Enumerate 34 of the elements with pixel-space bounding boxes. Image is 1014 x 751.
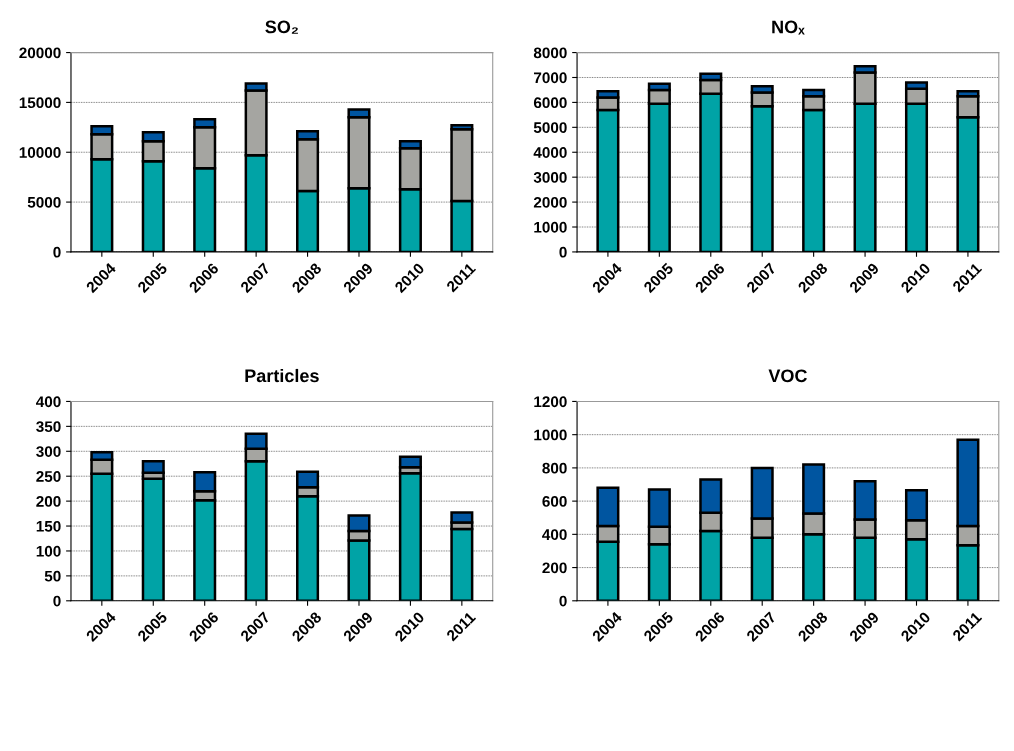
chart-title: SO₂: [265, 20, 298, 34]
y-tick-label: 8000: [533, 47, 567, 59]
y-tick-label: 6000: [533, 97, 567, 109]
y-tick-label: 0: [559, 595, 567, 607]
y-tick-label: 4000: [533, 147, 567, 158]
y-tick-label: 5000: [533, 122, 567, 134]
y-tick-label: 7000: [534, 72, 567, 84]
y-tick-label: 1000: [534, 429, 567, 441]
y-tick-label: 200: [36, 495, 61, 507]
chart-title: VOC: [768, 369, 807, 383]
chart-title: NOₓ: [772, 20, 805, 35]
y-tick-label: 2000: [533, 196, 567, 208]
y-tick-label: 20000: [19, 47, 61, 59]
y-tick-label: 400: [36, 396, 61, 408]
y-tick-label: 0: [53, 246, 61, 258]
y-tick-label: 100: [36, 545, 61, 557]
y-tick-label: 3000: [533, 172, 567, 183]
y-tick-label: 1200: [534, 396, 567, 408]
y-tick-label: 15000: [19, 97, 61, 109]
y-tick-label: 250: [36, 471, 61, 482]
y-tick-label: 350: [36, 421, 61, 433]
y-tick-label: 150: [36, 520, 61, 532]
chart-title: Particles: [245, 368, 319, 383]
y-tick-label: 800: [542, 462, 567, 474]
y-tick-label: 10000: [19, 147, 61, 158]
y-tick-label: 0: [53, 595, 61, 607]
y-tick-label: 300: [36, 446, 61, 457]
y-tick-label: 200: [542, 562, 567, 574]
y-tick-label: 0: [559, 246, 567, 258]
y-tick-label: 50: [44, 570, 61, 582]
y-tick-label: 600: [542, 495, 567, 507]
y-tick-label: 5000: [27, 196, 61, 208]
y-tick-label: 1000: [534, 221, 567, 233]
y-tick-label: 400: [542, 529, 567, 541]
